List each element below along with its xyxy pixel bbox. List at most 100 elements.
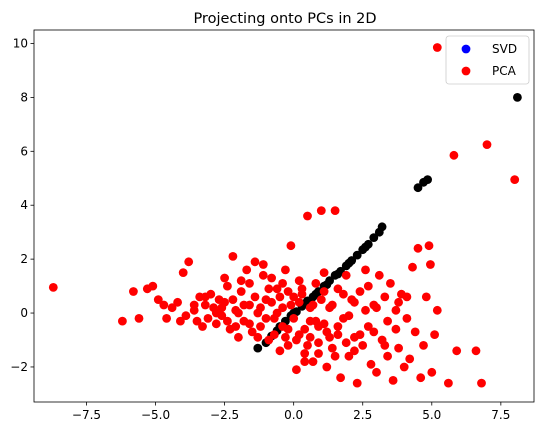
- data-point: [283, 341, 293, 350]
- data-point: [413, 243, 423, 253]
- data-point: [327, 300, 337, 310]
- data-point: [355, 330, 365, 339]
- data-point: [311, 279, 321, 288]
- data-point: [223, 316, 232, 326]
- data-point: [162, 314, 172, 323]
- data-point: [281, 265, 290, 275]
- data-point: [264, 335, 274, 345]
- data-point: [369, 233, 379, 243]
- data-point: [148, 281, 158, 291]
- data-point: [223, 281, 232, 291]
- data-point: [267, 297, 276, 307]
- legend-marker-svd: [461, 44, 471, 54]
- data-point: [258, 270, 268, 280]
- data-point: [319, 287, 329, 296]
- data-point: [300, 357, 310, 366]
- data-point: [427, 367, 437, 377]
- data-point: [292, 335, 301, 345]
- data-point: [369, 327, 379, 337]
- data-point: [118, 316, 127, 326]
- data-point: [278, 279, 287, 288]
- data-point: [341, 270, 351, 280]
- data-point: [333, 330, 343, 339]
- data-point: [391, 324, 401, 334]
- data-point: [322, 280, 332, 290]
- data-point: [256, 303, 265, 313]
- data-point: [220, 273, 230, 283]
- data-point: [314, 349, 323, 358]
- data-point: [361, 265, 370, 275]
- data-point: [350, 297, 359, 307]
- data-point: [289, 292, 299, 302]
- data-point: [377, 222, 387, 232]
- data-point: [303, 341, 312, 350]
- data-point: [394, 297, 403, 307]
- data-point: [350, 346, 359, 356]
- data-point: [471, 346, 481, 356]
- data-point: [311, 289, 321, 299]
- data-point: [234, 308, 243, 318]
- data-point: [423, 175, 432, 185]
- data-point: [258, 260, 268, 269]
- data-point: [236, 287, 246, 296]
- data-point: [200, 300, 210, 310]
- data-point: [250, 292, 260, 302]
- data-point: [432, 305, 442, 315]
- data-point: [327, 343, 337, 353]
- data-point: [286, 241, 296, 251]
- data-point: [261, 314, 271, 323]
- data-point: [336, 373, 345, 383]
- data-point: [391, 305, 401, 315]
- y-tick-label: 2: [20, 252, 28, 266]
- data-point: [380, 341, 390, 350]
- data-point: [344, 258, 354, 268]
- data-point: [399, 362, 409, 372]
- legend-marker-pca: [461, 66, 471, 76]
- data-point: [333, 269, 343, 279]
- data-point: [513, 93, 522, 102]
- data-point: [444, 378, 453, 388]
- data-point: [363, 322, 373, 331]
- data-point: [281, 332, 290, 342]
- x-tick-label: 5.0: [422, 408, 441, 422]
- data-point: [283, 287, 293, 296]
- data-point: [250, 257, 260, 267]
- data-point: [300, 324, 310, 334]
- data-point: [386, 279, 395, 288]
- data-point: [308, 357, 318, 366]
- data-point: [394, 343, 403, 353]
- data-point: [286, 300, 296, 310]
- data-point: [510, 175, 520, 185]
- data-point: [256, 322, 265, 331]
- data-point: [339, 289, 348, 299]
- plot-area: [48, 43, 522, 388]
- data-point: [275, 292, 285, 302]
- x-tick-label: −2.5: [210, 408, 239, 422]
- data-point: [316, 206, 326, 216]
- data-point: [325, 332, 334, 342]
- data-point: [452, 346, 462, 356]
- data-point: [200, 292, 210, 302]
- data-point: [181, 311, 191, 321]
- data-point: [242, 265, 252, 275]
- data-point: [178, 268, 188, 277]
- data-point: [211, 308, 221, 318]
- data-point: [477, 378, 486, 388]
- data-point: [129, 287, 138, 296]
- data-point: [192, 316, 202, 326]
- data-point: [308, 300, 318, 310]
- data-point: [424, 241, 434, 251]
- data-point: [408, 262, 417, 272]
- data-point: [153, 295, 163, 304]
- data-point: [272, 284, 282, 294]
- data-point: [426, 260, 435, 269]
- data-point: [366, 359, 376, 369]
- data-point: [333, 322, 343, 331]
- data-point: [333, 284, 343, 294]
- data-point: [173, 297, 183, 307]
- data-point: [322, 362, 332, 372]
- data-point: [234, 332, 243, 342]
- data-point: [303, 211, 312, 221]
- data-point: [314, 338, 323, 348]
- data-point: [253, 332, 263, 342]
